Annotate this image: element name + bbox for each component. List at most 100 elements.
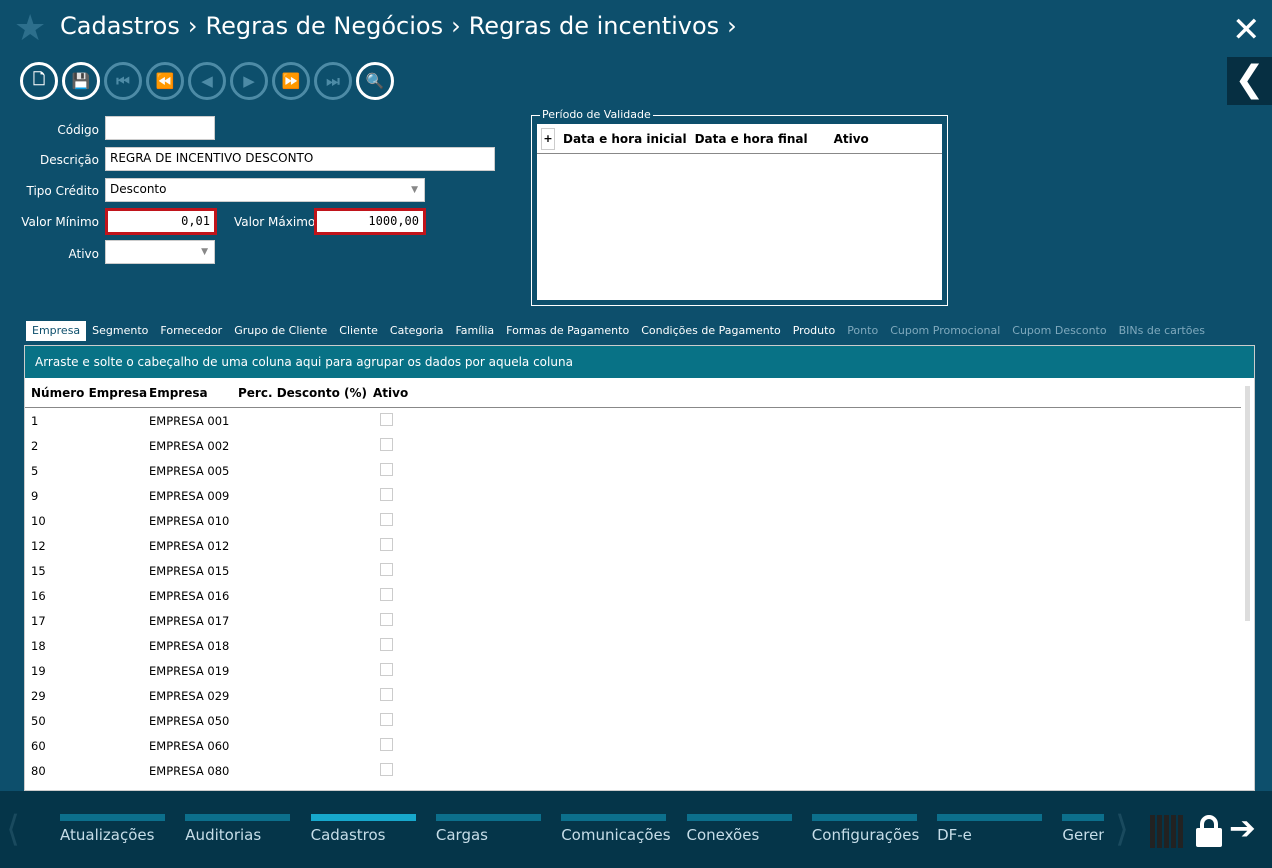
column-header[interactable]: Empresa (149, 385, 208, 400)
tab-empresa[interactable]: Empresa (26, 321, 87, 341)
ativo-checkbox[interactable] (380, 687, 393, 701)
valor-minimo-input[interactable]: 0,01 (105, 208, 217, 235)
ativo-select[interactable]: ▼ (105, 240, 215, 264)
tab-fornecedor[interactable]: Fornecedor (160, 324, 223, 337)
ativo-cell (373, 687, 433, 704)
nav-item[interactable]: Atualizações (60, 814, 165, 844)
search-icon[interactable]: 🔍 (356, 62, 394, 100)
fast-forward-icon[interactable]: ⏩ (272, 62, 310, 100)
ativo-checkbox[interactable] (380, 662, 393, 676)
rewind-icon[interactable]: ⏪ (146, 62, 184, 100)
scrollbar[interactable] (1245, 386, 1250, 621)
ativo-checkbox[interactable] (380, 762, 393, 776)
next-icon[interactable]: ▶ (230, 62, 268, 100)
table-row[interactable]: 5 EMPRESA 005 (25, 458, 1254, 483)
table-row[interactable]: 17 EMPRESA 017 (25, 608, 1254, 633)
table-row[interactable]: 15 EMPRESA 015 (25, 558, 1254, 583)
column-header[interactable]: Data e hora inicial (563, 131, 687, 146)
nav-item[interactable]: DF-e (937, 814, 1043, 844)
ativo-checkbox[interactable] (380, 612, 393, 626)
ativo-checkbox[interactable] (380, 512, 393, 526)
descricao-input[interactable]: REGRA DE INCENTIVO DESCONTO (105, 147, 495, 171)
ativo-checkbox[interactable] (380, 562, 393, 576)
column-header[interactable]: Data e hora final (694, 131, 808, 146)
nav-item[interactable]: Cargas (435, 814, 541, 844)
nav-item[interactable]: Auditorias (185, 814, 291, 844)
nav-item[interactable]: Configurações (811, 814, 919, 844)
table-row[interactable]: 12 EMPRESA 012 (25, 533, 1254, 558)
tipo-credito-select[interactable]: Desconto ▼ (105, 178, 425, 202)
codigo-input[interactable] (105, 116, 215, 140)
apps-grid-icon[interactable] (1150, 815, 1183, 848)
nav-item[interactable]: Comunicações (561, 814, 671, 844)
tab-cupom-desconto[interactable]: Cupom Desconto (1012, 324, 1107, 337)
table-row[interactable]: 16 EMPRESA 016 (25, 583, 1254, 608)
periodo-grid: + Data e hora inicial Data e hora final … (537, 124, 942, 300)
ativo-checkbox[interactable] (380, 537, 393, 551)
table-row[interactable]: 29 EMPRESA 029 (25, 683, 1254, 708)
nav-indicator (310, 814, 416, 821)
chevron-right-icon: › (451, 12, 461, 40)
scroll-left-icon[interactable]: ⟨ (6, 809, 21, 850)
column-header[interactable]: Perc. Desconto (%) (238, 385, 367, 400)
table-row[interactable]: 18 EMPRESA 018 (25, 633, 1254, 658)
tab-condi-es-de-pagamento[interactable]: Condições de Pagamento (641, 324, 781, 337)
favorite-star-icon[interactable]: ★ (14, 8, 47, 49)
scroll-right-icon[interactable]: ⟩ (1115, 809, 1130, 850)
new-document-icon[interactable]: 🗋 (20, 62, 58, 100)
numero-empresa-cell: 18 (31, 638, 46, 653)
tab-fam-lia[interactable]: Família (455, 324, 495, 337)
ativo-checkbox[interactable] (380, 412, 393, 426)
ativo-checkbox[interactable] (380, 487, 393, 501)
logout-arrow-icon[interactable]: ➔ (1229, 809, 1256, 847)
previous-icon[interactable]: ◀ (188, 62, 226, 100)
breadcrumb-item[interactable]: Regras de incentivos (468, 12, 720, 40)
ativo-checkbox[interactable] (380, 437, 393, 451)
tab-cupom-promocional[interactable]: Cupom Promocional (890, 324, 1001, 337)
table-row[interactable]: 80 EMPRESA 080 (25, 758, 1254, 783)
column-header[interactable]: Ativo (373, 385, 409, 400)
breadcrumb-item[interactable]: Regras de Negócios (205, 12, 444, 40)
column-header[interactable]: Número Empresa (31, 385, 148, 400)
tab-categoria[interactable]: Categoria (389, 324, 444, 337)
numero-empresa-cell: 9 (31, 488, 39, 503)
tab-cliente[interactable]: Cliente (339, 324, 378, 337)
tab-ponto[interactable]: Ponto (847, 324, 879, 337)
empresa-cell: EMPRESA 005 (149, 463, 230, 478)
column-header[interactable]: Ativo (833, 131, 869, 146)
table-row[interactable]: 50 EMPRESA 050 (25, 708, 1254, 733)
chevron-right-icon: › (727, 12, 737, 40)
ativo-checkbox[interactable] (380, 587, 393, 601)
valor-maximo-input[interactable]: 1000,00 (314, 208, 426, 235)
breadcrumb-item[interactable]: Cadastros (60, 12, 180, 40)
table-row[interactable]: 10 EMPRESA 010 (25, 508, 1254, 533)
tab-grupo-de-cliente[interactable]: Grupo de Cliente (234, 324, 328, 337)
first-record-icon[interactable]: ⏮ (104, 62, 142, 100)
add-row-button[interactable]: + (541, 127, 555, 150)
table-row[interactable]: 9 EMPRESA 009 (25, 483, 1254, 508)
tab-formas-de-pagamento[interactable]: Formas de Pagamento (506, 324, 630, 337)
tab-segmento[interactable]: Segmento (92, 324, 149, 337)
lock-icon[interactable] (1196, 815, 1222, 847)
nav-label: Cadastros (310, 826, 386, 844)
table-row[interactable]: 1 EMPRESA 001 (25, 408, 1254, 433)
ativo-checkbox[interactable] (380, 712, 393, 726)
table-row[interactable]: 60 EMPRESA 060 (25, 733, 1254, 758)
tab-bins-de-cart-es[interactable]: BINs de cartões (1118, 324, 1205, 337)
nav-item[interactable]: Conexões (686, 814, 792, 844)
ativo-checkbox[interactable] (380, 637, 393, 651)
tipo-credito-value: Desconto (110, 182, 167, 196)
close-icon[interactable]: ✕ (1232, 10, 1261, 50)
last-record-icon[interactable]: ⏭ (314, 62, 352, 100)
table-row[interactable]: 19 EMPRESA 019 (25, 658, 1254, 683)
collapse-panel-button[interactable]: ❮ (1227, 57, 1272, 105)
save-icon[interactable]: 💾 (62, 62, 100, 100)
ativo-cell (373, 662, 433, 679)
ativo-checkbox[interactable] (380, 737, 393, 751)
tab-produto[interactable]: Produto (792, 324, 836, 337)
table-row[interactable]: 2 EMPRESA 002 (25, 433, 1254, 458)
nav-item[interactable]: Cadastros (310, 814, 416, 844)
nav-item[interactable]: Geren (1062, 814, 1105, 844)
ativo-checkbox[interactable] (380, 462, 393, 476)
dropdown-arrow-icon: ▼ (411, 185, 418, 195)
